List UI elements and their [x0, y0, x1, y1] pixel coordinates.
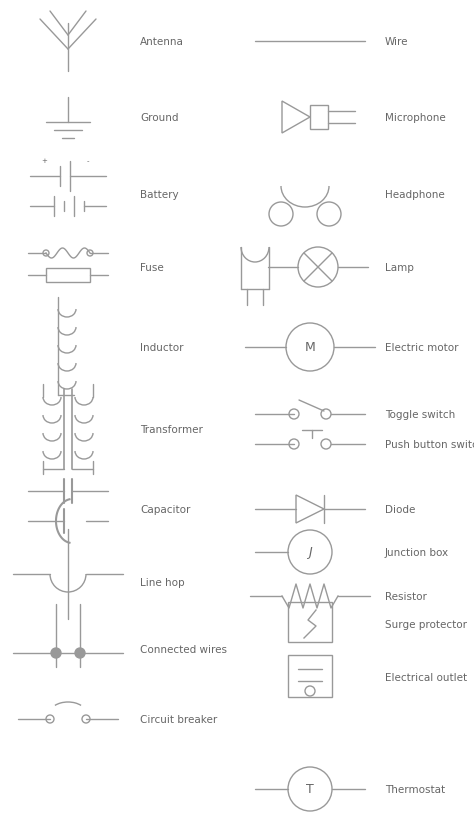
Text: Transformer: Transformer: [140, 424, 203, 434]
Text: Line hop: Line hop: [140, 577, 185, 587]
Text: +: +: [41, 158, 47, 164]
Text: Surge protector: Surge protector: [385, 619, 467, 629]
Text: Battery: Battery: [140, 190, 179, 200]
Text: M: M: [305, 341, 315, 354]
Text: Connected wires: Connected wires: [140, 645, 227, 654]
Text: Inductor: Inductor: [140, 342, 183, 352]
Text: Capacitor: Capacitor: [140, 505, 191, 514]
Text: Thermostat: Thermostat: [385, 784, 445, 794]
Text: Fuse: Fuse: [140, 263, 164, 273]
Text: Toggle switch: Toggle switch: [385, 410, 455, 419]
Text: -: -: [87, 158, 89, 164]
Text: Lamp: Lamp: [385, 263, 414, 273]
Text: Microphone: Microphone: [385, 113, 446, 123]
Text: Headphone: Headphone: [385, 190, 445, 200]
Text: T: T: [306, 782, 314, 795]
Bar: [310, 106, 328, 130]
Bar: [288, 655, 332, 697]
Text: Junction box: Junction box: [385, 547, 449, 557]
Circle shape: [51, 648, 61, 658]
Text: Ground: Ground: [140, 113, 179, 123]
Text: Diode: Diode: [385, 505, 415, 514]
Text: Circuit breaker: Circuit breaker: [140, 714, 217, 724]
Text: Wire: Wire: [385, 37, 409, 47]
Text: Resistor: Resistor: [385, 591, 427, 601]
Text: Electric motor: Electric motor: [385, 342, 458, 352]
Text: J: J: [308, 545, 312, 559]
Bar: [288, 602, 332, 642]
Text: Antenna: Antenna: [140, 37, 184, 47]
Circle shape: [75, 648, 85, 658]
Bar: [46, 269, 90, 283]
Text: Push button switch: Push button switch: [385, 440, 474, 450]
Text: Electrical outlet: Electrical outlet: [385, 672, 467, 682]
